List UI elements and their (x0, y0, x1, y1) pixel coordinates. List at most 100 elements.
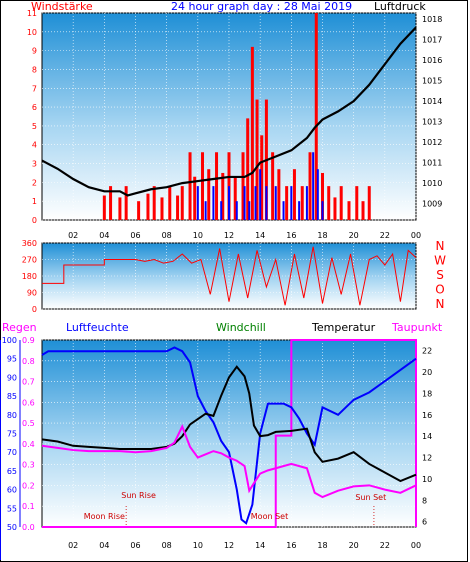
chart-title: 24 hour graph day : 28 Mai 2019 (171, 0, 352, 13)
humidity-y-tick-label: 80 (7, 411, 17, 420)
x-tick-label: 16 (286, 541, 296, 550)
rain-label: Regen (2, 321, 37, 334)
wind-mean-bar (274, 186, 277, 220)
wind-mean-bars (196, 152, 324, 220)
wind-mean-bar (282, 201, 285, 220)
pressure-y-tick-label: 1009 (422, 200, 442, 209)
wind-y-tick-label: 10 (27, 28, 37, 37)
wind-y-tick-label: 4 (32, 141, 37, 150)
wind-y-tick-label: 1 (32, 197, 37, 206)
rain-y-tick-label: 0.6 (22, 398, 35, 407)
wind-gust-bar (250, 46, 254, 220)
x-tick-label: 08 (162, 231, 172, 240)
humidity-y-tick-label: 50 (7, 523, 17, 532)
dewpoint-label: Taupunkt (391, 321, 443, 334)
humidity-temperature-x-ticks: 02 04 06 08 10 12 14 16 18 20 22 00 (68, 541, 421, 550)
wind-mean-bar (290, 186, 293, 220)
x-tick-label: 18 (317, 541, 327, 550)
temperature-y-tick-label: 20 (422, 368, 432, 377)
x-tick-label: 14 (255, 541, 265, 550)
wind-strength-label: Windstärke (31, 0, 93, 13)
humidity-y-tick-label: 85 (7, 392, 17, 401)
temperature-y-tick-label: 10 (422, 475, 432, 484)
temperature-line (41, 365, 417, 483)
wind-y-tick-label: 5 (32, 122, 37, 131)
temperature-y-tick-label: 14 (422, 432, 432, 441)
wind-gust-bar (355, 186, 359, 220)
wind-gust-bar (193, 176, 197, 220)
wind-gust-bar (233, 176, 237, 220)
moon-rise-annotation: Moon Rise (84, 512, 125, 521)
humidity-label: Luftfeuchte (66, 321, 129, 334)
wind-gust-bar (152, 186, 156, 220)
x-tick-label: 20 (349, 541, 359, 550)
x-tick-label: 08 (162, 541, 172, 550)
humidity-y-tick-label: 75 (7, 430, 17, 439)
compass-letter: N (436, 297, 445, 311)
humidity-y-tick-label: 65 (7, 467, 17, 476)
wind-gust-bar (321, 172, 324, 220)
pressure-line (41, 26, 417, 197)
x-tick-label: 16 (286, 231, 296, 240)
wind-mean-bar (204, 201, 207, 220)
wind-gust-bar (124, 186, 128, 220)
direction-y-tick-label: 90 (27, 289, 37, 298)
humidity-y-tick-label: 100 (2, 336, 17, 345)
wind-gust-bar (241, 152, 245, 220)
wind-gust-bar (255, 99, 259, 220)
wind-gust-bars (102, 13, 371, 220)
x-tick-label: 14 (255, 231, 265, 240)
pressure-y-tick-label: 1012 (422, 138, 442, 147)
wind-mean-bar (321, 201, 324, 220)
x-tick-label: 04 (99, 541, 109, 550)
wind-y-tick-label: 8 (32, 65, 37, 74)
wind-gust-bar (361, 201, 365, 220)
humidity-y-ticks: 100 95 90 85 80 75 70 65 60 55 50 (2, 336, 17, 532)
x-tick-label: 20 (349, 231, 359, 240)
wind-gust-bar (102, 195, 106, 220)
rain-y-tick-label: 0.9 (22, 336, 35, 345)
wind-mean-bar (212, 186, 215, 220)
wind-y-tick-label: 11 (27, 9, 37, 18)
compass-letter: W (434, 254, 446, 268)
wind-gust-bar (271, 152, 275, 220)
direction-y-tick-label: 0 (32, 305, 37, 314)
moon-set-annotation: Moon Set (251, 512, 288, 521)
sun-set-annotation: Sun Set (355, 493, 386, 502)
wind-gust-bar (188, 152, 192, 220)
wind-x-ticks: 02 04 06 08 10 12 14 16 18 20 22 00 (68, 231, 421, 240)
x-tick-label: 10 (193, 541, 203, 550)
rain-y-tick-label: 0.5 (22, 419, 35, 428)
wind-gust-bar (339, 186, 343, 220)
wind-gust-bar (327, 186, 331, 220)
wind-gust-bar (118, 197, 122, 220)
pressure-y-tick-label: 1016 (422, 56, 442, 65)
wind-gust-bar (246, 118, 250, 220)
wind-gust-bar (367, 186, 371, 220)
wind-gust-bar (180, 186, 184, 220)
x-tick-label: 02 (68, 231, 78, 240)
humidity-y-tick-label: 70 (7, 448, 17, 457)
pressure-y-tick-label: 1011 (422, 159, 442, 168)
wind-y-tick-label: 2 (32, 178, 37, 187)
wind-mean-bar (254, 186, 257, 220)
wind-y-tick-label: 7 (32, 84, 37, 93)
dewpoint-line (41, 424, 417, 499)
direction-y-tick-label: 360 (22, 239, 37, 248)
pressure-label: Luftdruck (374, 0, 426, 13)
pressure-y-ticks: 1018 1017 1016 1015 1014 1013 1012 1011 1010 1009 (422, 15, 442, 208)
pressure-y-tick-label: 1010 (422, 179, 442, 188)
direction-y-tick-label: 270 (22, 256, 37, 265)
compass-letter: O (435, 283, 444, 297)
wind-direction-line (42, 246, 417, 306)
temperature-y-ticks: 22 20 18 16 14 12 10 8 6 (422, 347, 432, 527)
wind-gust-bar (333, 197, 337, 220)
wind-gust-bar (221, 172, 225, 220)
temperature-y-tick-label: 22 (422, 347, 432, 356)
x-tick-label: 22 (380, 541, 390, 550)
x-tick-label: 06 (130, 541, 140, 550)
rain-y-tick-label: 0.3 (22, 461, 35, 470)
sun-rise-annotation: Sun Rise (121, 491, 156, 500)
